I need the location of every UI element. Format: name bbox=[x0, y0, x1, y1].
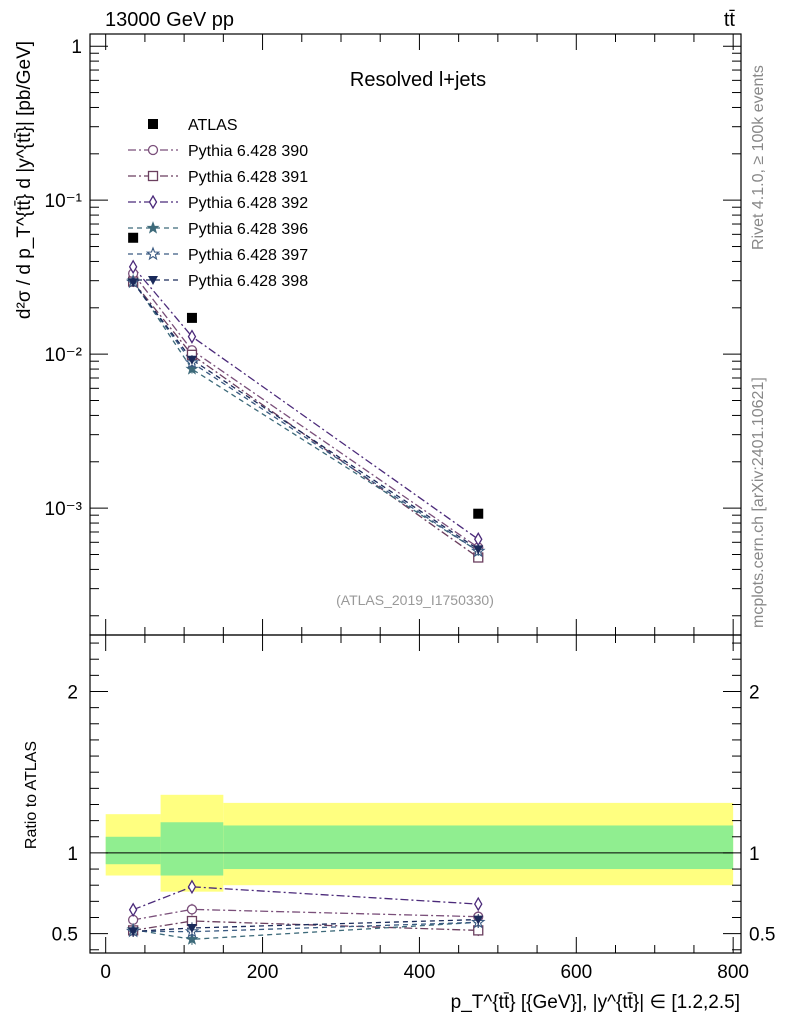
ratio-y-tick-label-right: 2 bbox=[749, 682, 760, 703]
x-tick-label: 600 bbox=[560, 962, 592, 983]
legend: ATLAS Pythia 6.428 390 Pythia 6.428 391 Pyt… bbox=[128, 117, 308, 290]
y-tick-label: 1 bbox=[71, 37, 82, 58]
header-energy: 13000 GeV pp bbox=[105, 9, 234, 31]
legend-marker bbox=[146, 221, 160, 234]
y-tick-label: 10⁻¹ bbox=[45, 191, 83, 212]
legend-label: Pythia 6.428 390 bbox=[188, 143, 308, 160]
legend-label: Pythia 6.428 396 bbox=[188, 221, 308, 238]
ratio-y-tick-label-right: 0.5 bbox=[749, 925, 775, 946]
x-tick-label: 800 bbox=[717, 962, 749, 983]
series-line-1 bbox=[132, 273, 479, 549]
ratio-point-5-2 bbox=[473, 915, 484, 925]
ratio-line-3 bbox=[132, 921, 479, 940]
legend-marker bbox=[148, 276, 158, 285]
ratio-line-5 bbox=[133, 918, 479, 933]
data-point-6-2 bbox=[473, 545, 484, 555]
ratio-panel: 0.5 0.5 1 1 2 2 0 200 400 600 800 Ratio to ATLAS p… bbox=[23, 634, 775, 1013]
x-tick-label: 400 bbox=[404, 962, 436, 983]
legend-label: Pythia 6.428 391 bbox=[188, 169, 308, 186]
x-tick-label: 0 bbox=[100, 962, 111, 983]
legend-marker bbox=[145, 246, 161, 261]
rivet-label: Rivet 4.1.0, ≥ 100k events bbox=[750, 65, 767, 250]
uncertainty-band-green-1 bbox=[160, 822, 224, 876]
ratio-point-0-1 bbox=[186, 904, 198, 915]
data-point-4-1 bbox=[185, 362, 199, 375]
legend-marker bbox=[147, 170, 159, 182]
ratio-y-tick-label: 1 bbox=[67, 844, 78, 865]
ratio-line-1 bbox=[132, 920, 479, 932]
main-title: Resolved l+jets bbox=[350, 69, 486, 91]
data-point-6-1 bbox=[186, 355, 197, 365]
header-process: tt̄ bbox=[724, 9, 736, 31]
series-line-3 bbox=[132, 266, 479, 540]
ratio-line-0 bbox=[132, 908, 479, 921]
uncertainty-band-green-0 bbox=[105, 836, 161, 865]
ratio-y-tick-label-right: 1 bbox=[749, 844, 760, 865]
legend-marker bbox=[148, 119, 158, 129]
legend-marker bbox=[147, 144, 159, 156]
data-point-0-1 bbox=[186, 312, 197, 323]
uncertainty-band-green-2 bbox=[223, 825, 734, 870]
ratio-frame bbox=[89, 634, 742, 954]
ratio-point-2-2 bbox=[473, 896, 483, 912]
x-axis-label: p_T^{tt̄} [{GeV}], |y^{tt̄}| ∈ [1.2,2.5] bbox=[451, 992, 740, 1013]
data-point-0-0 bbox=[128, 232, 139, 243]
analysis-watermark: (ATLAS_2019_I1750330) bbox=[336, 592, 494, 608]
data-point-3-0 bbox=[128, 259, 138, 275]
ratio-y-tick-label: 2 bbox=[67, 682, 78, 703]
ratio-point-2-0 bbox=[128, 902, 138, 918]
data-point-0-2 bbox=[473, 508, 484, 519]
legend-label: ATLAS bbox=[188, 117, 238, 134]
main-panel: Resolved l+jets (ATLAS_2019_I1750330) d²… bbox=[14, 33, 742, 636]
main-y-axis-label: d²σ / d p_T^{tt̄} d |y^{tt̄}| [pb/GeV] bbox=[14, 41, 35, 319]
ratio-point-5-0 bbox=[128, 927, 139, 937]
ratio-point-2-1 bbox=[187, 879, 197, 895]
ratio-line-2 bbox=[132, 886, 479, 911]
y-tick-label: 10⁻³ bbox=[45, 499, 83, 520]
legend-label: Pythia 6.428 392 bbox=[188, 195, 308, 212]
ratio-point-5-1 bbox=[186, 923, 197, 933]
legend-label: Pythia 6.428 398 bbox=[188, 273, 308, 290]
mcplots-label: mcplots.cern.ch [arXiv:2401.10621] bbox=[750, 377, 767, 628]
ratio-y-axis-label: Ratio to ATLAS bbox=[23, 741, 40, 849]
legend-marker bbox=[148, 194, 158, 210]
series-line-2 bbox=[132, 281, 479, 559]
series-line-6 bbox=[132, 281, 479, 550]
data-point-3-1 bbox=[187, 329, 197, 344]
y-tick-label: 10⁻² bbox=[45, 345, 83, 366]
series-line-4 bbox=[132, 280, 479, 552]
ratio-y-tick-label: 0.5 bbox=[52, 925, 78, 946]
legend-label: Pythia 6.428 397 bbox=[188, 247, 308, 264]
x-tick-label: 200 bbox=[247, 962, 279, 983]
ratio-line-4 bbox=[133, 921, 479, 933]
